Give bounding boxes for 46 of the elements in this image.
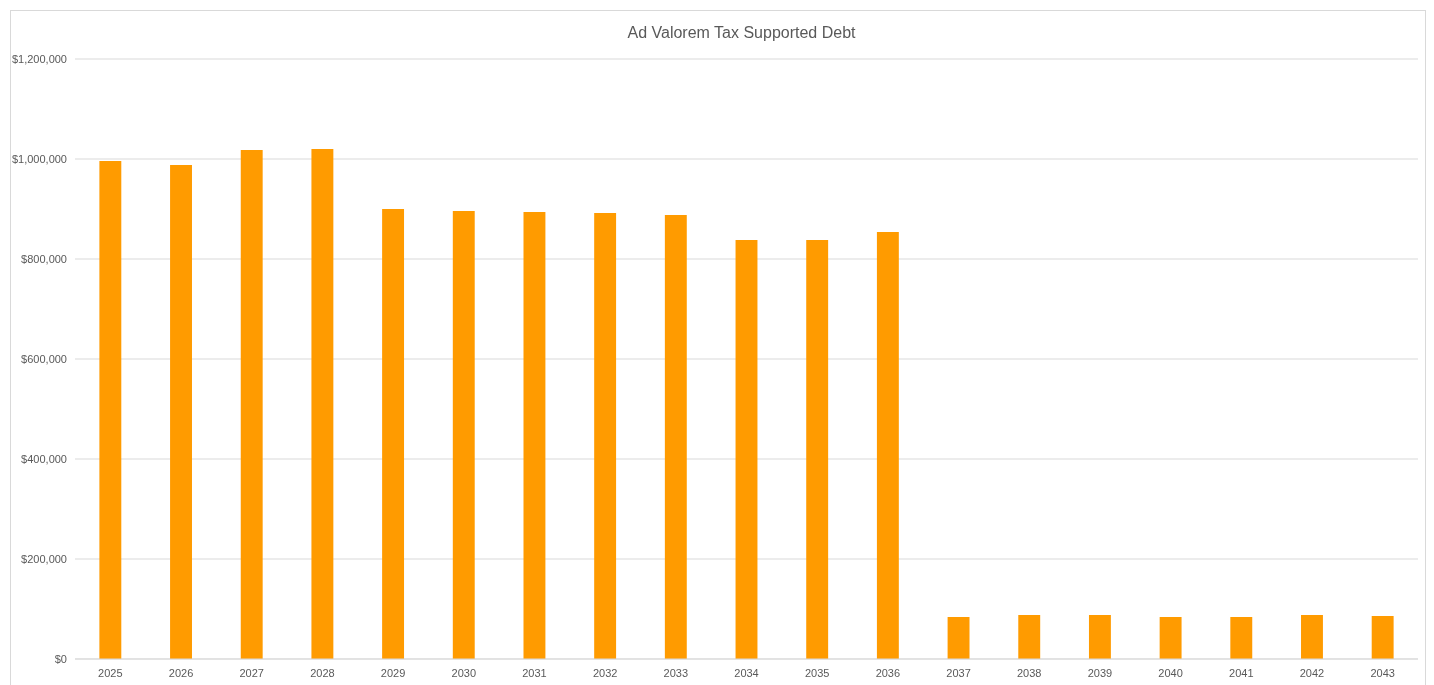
bar [1159, 617, 1182, 659]
x-tick-label: 2036 [875, 666, 901, 679]
chart-title: Ad Valorem Tax Supported Debt [627, 24, 857, 41]
y-tick-label: $1,200,000 [11, 53, 67, 66]
bar [240, 150, 263, 659]
bar [1018, 615, 1041, 659]
bar [382, 209, 405, 659]
bar [99, 161, 122, 659]
bar [311, 149, 334, 659]
bar [1088, 615, 1111, 659]
x-tick-label: 2037 [946, 666, 971, 679]
bar [664, 215, 687, 659]
x-tick-label: 2038 [1016, 666, 1042, 679]
x-tick-label: 2040 [1158, 666, 1183, 679]
x-tick-label: 2042 [1299, 666, 1325, 679]
x-tick-label: 2039 [1087, 666, 1113, 679]
x-tick-label: 2032 [592, 666, 618, 679]
x-tick-label: 2034 [734, 666, 759, 679]
bar [947, 617, 970, 659]
bar [1301, 615, 1323, 659]
x-tick-label: 2035 [804, 666, 830, 679]
bar [806, 240, 829, 659]
bar [876, 232, 899, 659]
y-tick-label: $600,000 [21, 353, 67, 366]
bar [594, 213, 617, 659]
y-tick-label: $0 [54, 653, 67, 666]
x-tick-label: 2029 [380, 666, 406, 679]
bar [735, 240, 758, 659]
bar [452, 211, 475, 659]
x-tick-label: 2031 [522, 666, 547, 679]
y-tick-label: $200,000 [21, 553, 67, 566]
y-tick-label: $800,000 [21, 253, 67, 266]
x-tick-label: 2030 [451, 666, 477, 679]
x-tick-label: 2033 [663, 666, 689, 679]
x-tick-label: 2028 [310, 666, 335, 679]
y-tick-label: $1,000,000 [11, 153, 67, 166]
bar [1371, 616, 1394, 659]
bar [170, 165, 192, 659]
x-tick-label: 2027 [239, 666, 264, 679]
x-tick-label: 2041 [1229, 666, 1254, 679]
bar [1230, 617, 1253, 659]
x-tick-label: 2026 [168, 666, 194, 679]
x-tick-label: 2025 [98, 666, 123, 679]
bar [523, 212, 546, 659]
x-tick-label: 2043 [1370, 666, 1395, 679]
y-tick-label: $400,000 [21, 453, 67, 466]
